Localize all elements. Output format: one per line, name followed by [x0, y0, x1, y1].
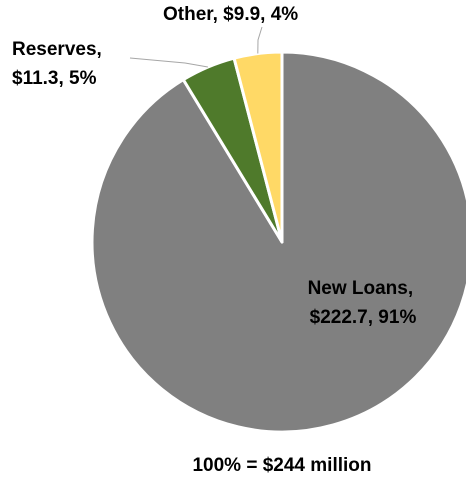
label-reserves-line1: Reserves, — [12, 39, 102, 60]
label-new-loans-line2: $222.7, 91% — [310, 307, 417, 328]
label-other-line1: Other, $9.9, 4% — [163, 4, 298, 25]
label-other: Other, $9.9, 4% — [163, 4, 298, 25]
total-label: 100% = $244 million — [192, 455, 371, 476]
leader-line-other — [258, 27, 262, 54]
pie-slices — [92, 52, 466, 432]
label-new-loans-line1: New Loans, — [308, 278, 414, 299]
leader-line-reserves — [130, 58, 208, 67]
label-reserves-line2: $11.3, 5% — [12, 68, 97, 89]
label-reserves: Reserves, $11.3, 5% — [12, 39, 107, 89]
